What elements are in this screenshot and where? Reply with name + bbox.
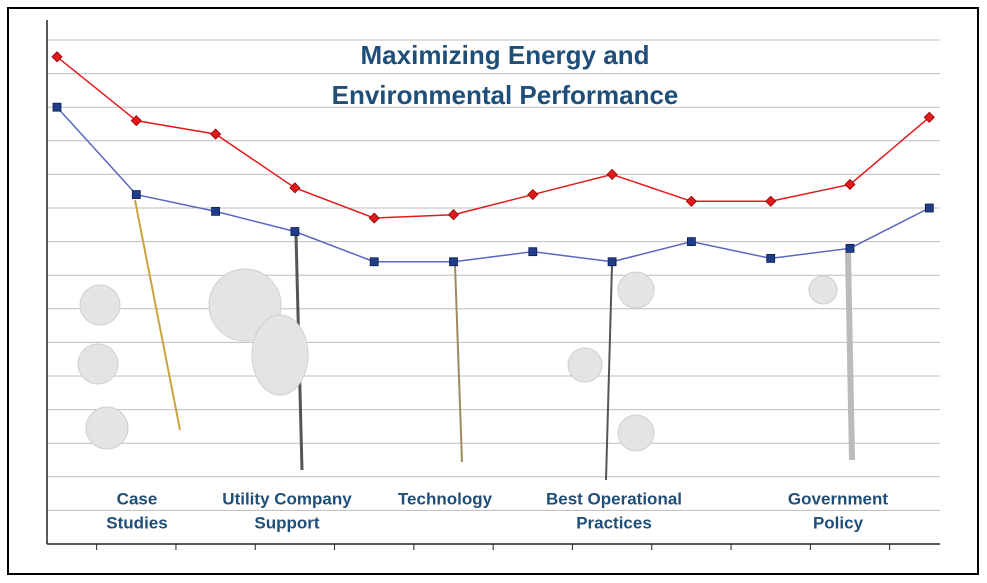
figure: [568, 348, 602, 382]
figure: [78, 344, 118, 384]
annotation: Support: [254, 513, 319, 532]
marker: [529, 248, 537, 256]
annotation: Studies: [106, 513, 167, 532]
marker: [846, 244, 854, 252]
annotation: Government: [788, 489, 888, 508]
marker: [132, 191, 140, 199]
figure: [80, 285, 120, 325]
marker: [687, 238, 695, 246]
rope: [848, 252, 852, 460]
annotation: Utility Company: [222, 489, 352, 508]
marker: [608, 258, 616, 266]
chart-title: Maximizing Energy and: [361, 40, 650, 70]
marker: [53, 103, 61, 111]
annotation: Practices: [576, 513, 652, 532]
marker: [925, 204, 933, 212]
annotation: Policy: [813, 513, 864, 532]
marker: [291, 228, 299, 236]
figure: [86, 407, 128, 449]
figure: [252, 315, 308, 395]
marker: [767, 254, 775, 262]
marker: [212, 207, 220, 215]
annotation: Technology: [398, 489, 493, 508]
figure: [618, 415, 654, 451]
annotation: Best Operational: [546, 489, 682, 508]
chart-title: Environmental Performance: [332, 80, 679, 110]
figure: [809, 276, 837, 304]
marker: [370, 258, 378, 266]
annotation: Case: [117, 489, 158, 508]
figure: [618, 272, 654, 308]
marker: [450, 258, 458, 266]
chart: Maximizing Energy and Environmental Perfo…: [0, 0, 987, 583]
